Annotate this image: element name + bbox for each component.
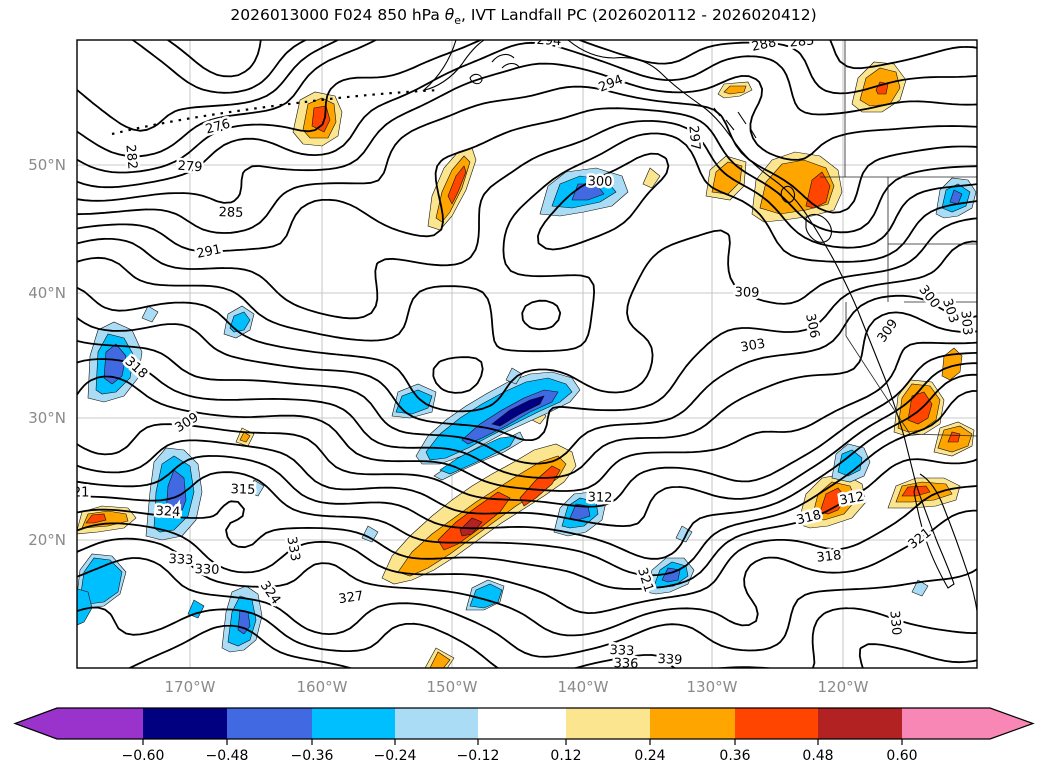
contour-label-333: 333 [283, 535, 302, 562]
contour-label-285: 285 [218, 205, 243, 221]
colorbar-segment [818, 708, 902, 739]
colorbar-segment [478, 708, 566, 739]
contour-label-330: 330 [194, 562, 219, 578]
colorbar-tick-label: −0.48 [206, 748, 249, 764]
colorbar-tick-label: 0.12 [550, 748, 581, 764]
lon-tick-label: 130°W [687, 678, 738, 696]
lon-tick-label: 140°W [558, 678, 609, 696]
lat-tick-label: 40°N [28, 284, 66, 302]
contour-label-330: 330 [886, 610, 903, 636]
lat-tick-label: 30°N [28, 409, 66, 427]
colorbar-tick-label: 0.48 [802, 748, 833, 764]
contour-label-303: 303 [957, 310, 974, 336]
colorbar-tick-label: 0.24 [634, 748, 665, 764]
contour-label-315: 315 [230, 482, 255, 498]
colorbar-outline [13, 707, 1035, 740]
contour-label-303: 303 [739, 336, 766, 355]
lat-tick-label: 50°N [28, 156, 66, 174]
contour-label-339: 339 [657, 652, 683, 668]
chart-title: 2026013000 F024 850 hPa θe, IVT Landfall… [230, 6, 817, 28]
contour-label-321: 321 [906, 525, 935, 552]
aleutian-islands [111, 88, 441, 136]
colorbar-under-arrow [15, 708, 57, 739]
contour-label-306: 306 [802, 312, 822, 339]
contour-label-321: 321 [65, 486, 90, 501]
colorbar-segment [57, 708, 143, 739]
contour-label-285: 285 [789, 33, 815, 50]
contour-label-279: 279 [177, 159, 203, 176]
contour-label-336: 336 [613, 656, 638, 672]
contour-label-312: 312 [587, 490, 612, 506]
contour-label-297: 297 [685, 125, 702, 151]
contour-label-324: 324 [257, 579, 284, 608]
contour-label-276: 276 [204, 117, 232, 138]
map-frame [76, 39, 978, 669]
contour-label-318: 318 [816, 548, 842, 566]
colorbar-segment [312, 708, 395, 739]
contour-label-333: 333 [609, 643, 635, 659]
contour-label-288: 288 [750, 35, 777, 55]
contour-label-309: 309 [875, 317, 902, 346]
colorbar-segment [566, 708, 650, 739]
lon-tick-label: 160°W [297, 678, 348, 696]
contour-label-294: 294 [536, 33, 562, 49]
colorbar-tick-label: 0.36 [719, 748, 750, 764]
state-borders [820, 40, 977, 437]
contour-label-324: 324 [155, 504, 181, 520]
colorbar-segment [227, 708, 312, 739]
lat-tick-label: 20°N [28, 531, 66, 549]
colorbar-tick-label: 0.60 [886, 748, 917, 764]
colorbar-over-arrow [990, 708, 1033, 739]
colorbar-tick-label: −0.60 [122, 748, 165, 764]
colorbar-segment [735, 708, 818, 739]
lon-tick-label: 170°W [165, 678, 216, 696]
colorbar-segment [395, 708, 478, 739]
contour-label-309: 309 [172, 410, 201, 436]
colorbar-segment [650, 708, 735, 739]
contour-label-327: 327 [338, 589, 365, 607]
colorbar-segment [902, 708, 990, 739]
contour-label-291: 291 [195, 242, 222, 262]
contour-label-333: 333 [168, 552, 194, 568]
theta-subscript: e [454, 14, 462, 28]
lon-tick-label: 150°W [427, 678, 478, 696]
contour-label-309: 309 [734, 285, 759, 301]
colorbar-tick-label: −0.24 [374, 748, 417, 764]
contour-label-300: 300 [587, 174, 612, 190]
coastlines [111, 40, 977, 615]
colorbar-segment [143, 708, 227, 739]
contour-label-282: 282 [122, 144, 139, 170]
colorbar-tick-label: −0.12 [457, 748, 500, 764]
colorbar-tick-label: −0.36 [291, 748, 334, 764]
colorbar: −0.60 −0.48 −0.36 −0.24 −0.12 0.12 0.24 0.36 0.4… [13, 707, 1035, 764]
theta-symbol: θ [444, 6, 455, 24]
lon-tick-label: 120°W [818, 678, 869, 696]
